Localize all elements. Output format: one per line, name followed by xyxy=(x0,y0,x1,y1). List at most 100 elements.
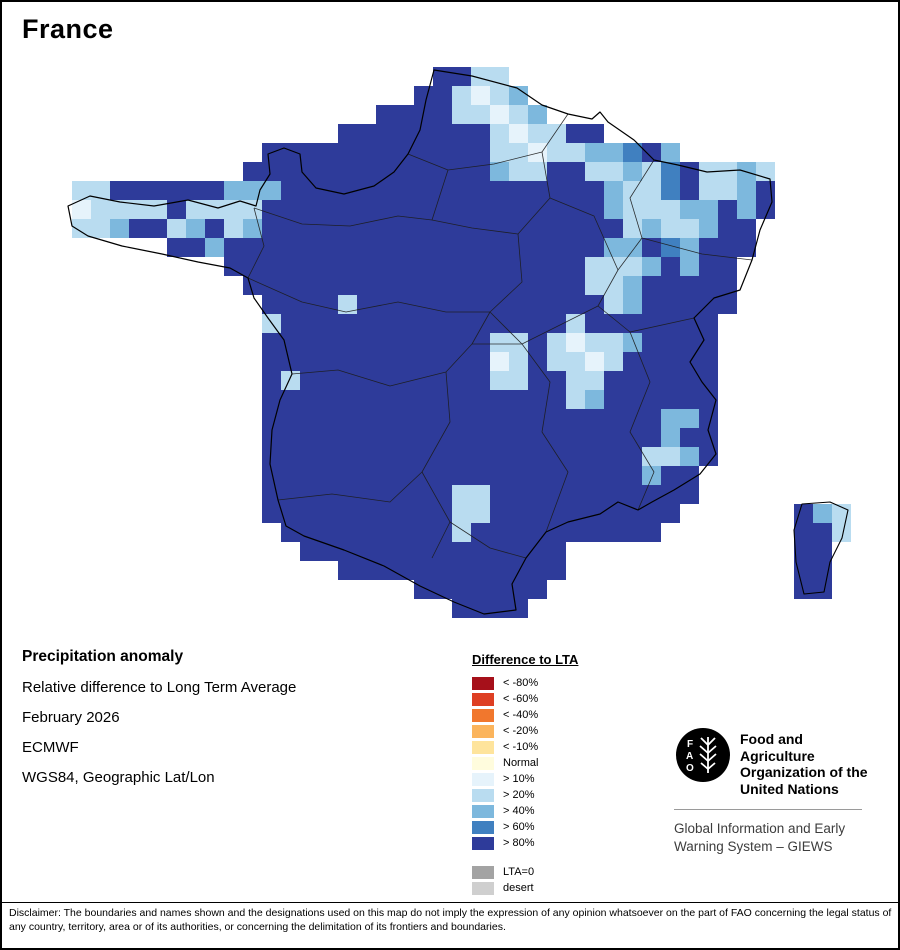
map-cell xyxy=(357,238,376,257)
map-cell xyxy=(642,352,661,371)
map-cell xyxy=(604,447,623,466)
map-cell xyxy=(414,86,433,105)
map-cell xyxy=(490,428,509,447)
map-cell xyxy=(414,466,433,485)
map-cell xyxy=(490,181,509,200)
map-cell xyxy=(452,390,471,409)
map-cell xyxy=(338,390,357,409)
map-cell xyxy=(452,105,471,124)
legend-label: < -60% xyxy=(503,693,539,705)
map-cell xyxy=(262,504,281,523)
map-cell xyxy=(490,447,509,466)
map-cell xyxy=(148,200,167,219)
map-cell xyxy=(357,390,376,409)
map-cell xyxy=(300,542,319,561)
map-cell xyxy=(604,181,623,200)
fao-logo-circle xyxy=(676,728,730,782)
map-cell xyxy=(661,352,680,371)
map-cell xyxy=(509,409,528,428)
map-cell xyxy=(585,352,604,371)
map-cell xyxy=(680,295,699,314)
map-cell xyxy=(129,219,148,238)
map-cell xyxy=(452,333,471,352)
map-cell xyxy=(661,371,680,390)
map-cell xyxy=(471,580,490,599)
map-cell xyxy=(490,390,509,409)
map-cell xyxy=(661,409,680,428)
map-cell xyxy=(433,257,452,276)
map-cell xyxy=(395,447,414,466)
map-cell xyxy=(718,295,737,314)
map-cell xyxy=(509,143,528,162)
map-cell xyxy=(452,295,471,314)
map-cell xyxy=(281,295,300,314)
map-cell xyxy=(547,295,566,314)
map-cell xyxy=(376,352,395,371)
map-cell xyxy=(471,409,490,428)
legend-label: LTA=0 xyxy=(503,866,535,878)
map-cell xyxy=(433,390,452,409)
map-cell xyxy=(243,276,262,295)
map-cell xyxy=(433,276,452,295)
wheat-ear-icon xyxy=(699,737,717,773)
map-cell xyxy=(452,523,471,542)
page-title: France xyxy=(22,14,114,44)
map-cell xyxy=(338,162,357,181)
map-cell xyxy=(414,580,433,599)
legend-item: > 20% xyxy=(472,787,578,803)
map-cell xyxy=(433,428,452,447)
map-cell xyxy=(281,200,300,219)
map-cell xyxy=(167,200,186,219)
map-cell xyxy=(604,276,623,295)
map-cell xyxy=(737,181,756,200)
map-cell xyxy=(376,523,395,542)
info-line-variable: Relative difference to Long Term Average xyxy=(22,679,297,696)
map-cell xyxy=(699,371,718,390)
map-cell xyxy=(281,219,300,238)
map-cell xyxy=(471,276,490,295)
map-cell xyxy=(281,238,300,257)
legend-item: < -20% xyxy=(472,723,578,739)
map-cell xyxy=(566,485,585,504)
map-cell xyxy=(281,390,300,409)
map-cell xyxy=(528,561,547,580)
map-cell xyxy=(376,504,395,523)
map-cell xyxy=(376,314,395,333)
map-cell xyxy=(110,219,129,238)
map-cell xyxy=(528,314,547,333)
map-cell xyxy=(376,409,395,428)
map-cell xyxy=(300,371,319,390)
map-cell xyxy=(680,390,699,409)
map-cell xyxy=(471,86,490,105)
map-cell xyxy=(699,428,718,447)
map-cell xyxy=(395,409,414,428)
map-cell xyxy=(414,352,433,371)
map-cell xyxy=(509,86,528,105)
map-cell xyxy=(509,599,528,618)
map-cell xyxy=(528,124,547,143)
fao-org-line-2: Organization of the xyxy=(740,764,868,780)
map-cell xyxy=(395,333,414,352)
map-cell xyxy=(528,428,547,447)
map-cell xyxy=(281,143,300,162)
map-cell xyxy=(604,504,623,523)
map-cell xyxy=(433,447,452,466)
map-cell xyxy=(642,276,661,295)
map-cell xyxy=(414,143,433,162)
map-cell xyxy=(395,371,414,390)
map-cell xyxy=(376,276,395,295)
map-cell xyxy=(452,276,471,295)
map-cell xyxy=(661,428,680,447)
map-cell xyxy=(661,219,680,238)
legend-item: desert xyxy=(472,880,578,896)
map-cell xyxy=(585,371,604,390)
map-cell xyxy=(547,143,566,162)
map-cell xyxy=(623,333,642,352)
map-cell xyxy=(471,200,490,219)
map-cell xyxy=(490,124,509,143)
map-cell xyxy=(623,504,642,523)
legend-swatch xyxy=(472,724,494,738)
map-cell xyxy=(471,523,490,542)
fao-org-line-1: Food and Agriculture xyxy=(740,731,815,764)
